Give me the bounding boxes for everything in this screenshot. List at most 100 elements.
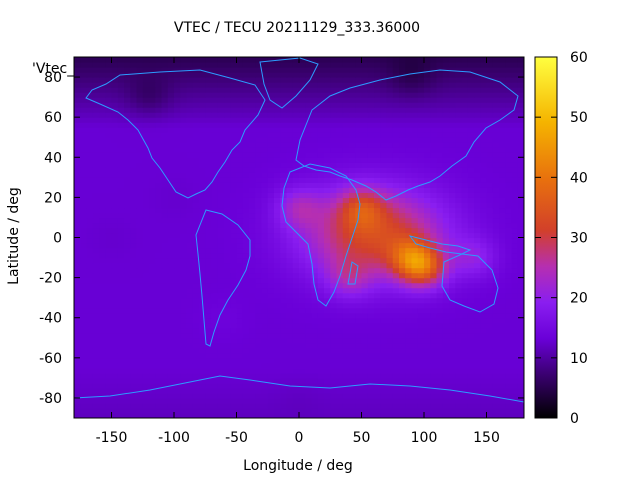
heatmap-cell	[99, 242, 106, 249]
heatmap-cell	[442, 407, 450, 414]
heatmap-cell	[242, 157, 250, 163]
heatmap-cell	[142, 197, 150, 203]
heatmap-cell	[374, 217, 381, 224]
heatmap-cell	[299, 227, 306, 234]
heatmap-cell	[467, 137, 475, 143]
heatmap-cell	[199, 162, 206, 168]
heatmap-cell	[74, 382, 81, 389]
heatmap-cell	[330, 152, 338, 158]
heatmap-cell	[499, 212, 506, 219]
heatmap-cell	[286, 92, 294, 98]
heatmap-cell	[174, 172, 181, 178]
heatmap-cell	[292, 357, 300, 364]
heatmap-cell	[305, 172, 313, 178]
heatmap-cell	[449, 72, 456, 78]
heatmap-cell	[480, 357, 488, 364]
heatmap-cell	[417, 202, 425, 209]
heatmap-cell	[255, 402, 263, 409]
heatmap-cell	[105, 232, 113, 239]
heatmap-cell	[105, 377, 113, 384]
heatmap-cell	[367, 337, 375, 344]
heatmap-cell	[192, 337, 200, 344]
heatmap-cell	[280, 322, 288, 329]
heatmap-cell	[367, 107, 375, 113]
heatmap-cell	[436, 147, 444, 153]
heatmap-cell	[99, 147, 106, 153]
heatmap-cell	[224, 372, 231, 379]
heatmap-cell	[386, 302, 394, 309]
heatmap-cell	[474, 302, 481, 309]
heatmap-cell	[267, 242, 275, 249]
heatmap-cell	[99, 167, 106, 173]
heatmap-cell	[499, 267, 506, 274]
heatmap-cell	[230, 387, 238, 394]
heatmap-cell	[192, 362, 200, 369]
heatmap-cell	[336, 182, 344, 188]
heatmap-cell	[267, 82, 275, 88]
heatmap-cell	[449, 92, 456, 98]
heatmap-cell	[511, 102, 519, 108]
heatmap-cell	[205, 177, 213, 183]
heatmap-cell	[442, 362, 450, 369]
heatmap-cell	[142, 257, 150, 264]
heatmap-cell	[124, 287, 131, 294]
heatmap-cell	[449, 227, 456, 234]
heatmap-cell	[286, 257, 294, 264]
heatmap-cell	[199, 192, 206, 198]
heatmap-cell	[186, 112, 194, 118]
heatmap-cell	[211, 277, 219, 284]
heatmap-cell	[99, 67, 106, 73]
heatmap-cell	[99, 282, 106, 289]
heatmap-cell	[374, 152, 381, 158]
heatmap-cell	[330, 142, 338, 148]
heatmap-cell	[92, 377, 100, 384]
heatmap-cell	[124, 242, 131, 249]
heatmap-cell	[180, 312, 188, 319]
heatmap-cell	[86, 92, 94, 98]
heatmap-cell	[392, 372, 400, 379]
heatmap-cell	[386, 322, 394, 329]
heatmap-cell	[305, 382, 313, 389]
heatmap-cell	[86, 262, 94, 269]
heatmap-cell	[499, 312, 506, 319]
heatmap-cell	[367, 187, 375, 193]
heatmap-cell	[267, 282, 275, 289]
heatmap-cell	[80, 317, 88, 324]
heatmap-cell	[99, 72, 106, 78]
heatmap-cell	[461, 212, 469, 219]
heatmap-cell	[205, 192, 213, 198]
heatmap-cell	[505, 307, 513, 314]
heatmap-cell	[461, 207, 469, 214]
heatmap-cell	[242, 302, 250, 309]
heatmap-cell	[255, 307, 263, 314]
heatmap-cell	[267, 237, 275, 244]
heatmap-cell	[380, 412, 388, 418]
heatmap-cell	[355, 182, 363, 188]
heatmap-cell	[499, 197, 506, 203]
heatmap-cell	[380, 167, 388, 173]
heatmap-cell	[136, 347, 144, 354]
heatmap-cell	[330, 202, 338, 209]
heatmap-cell	[155, 122, 163, 128]
heatmap-cell	[199, 67, 206, 73]
heatmap-cell	[380, 232, 388, 239]
heatmap-cell	[442, 142, 450, 148]
heatmap-cell	[336, 402, 344, 409]
heatmap-cell	[292, 177, 300, 183]
heatmap-cell	[324, 217, 331, 224]
heatmap-cell	[336, 302, 344, 309]
heatmap-cell	[317, 107, 325, 113]
heatmap-cell	[424, 277, 431, 284]
heatmap-cell	[386, 117, 394, 123]
heatmap-cell	[217, 162, 225, 168]
heatmap-cell	[286, 277, 294, 284]
heatmap-cell	[130, 407, 138, 414]
heatmap-cell	[267, 207, 275, 214]
heatmap-cell	[299, 97, 306, 103]
heatmap-cell	[386, 217, 394, 224]
heatmap-cell	[205, 272, 213, 279]
heatmap-cell	[267, 402, 275, 409]
heatmap-cell	[449, 317, 456, 324]
heatmap-cell	[236, 82, 244, 88]
heatmap-cell	[130, 202, 138, 209]
